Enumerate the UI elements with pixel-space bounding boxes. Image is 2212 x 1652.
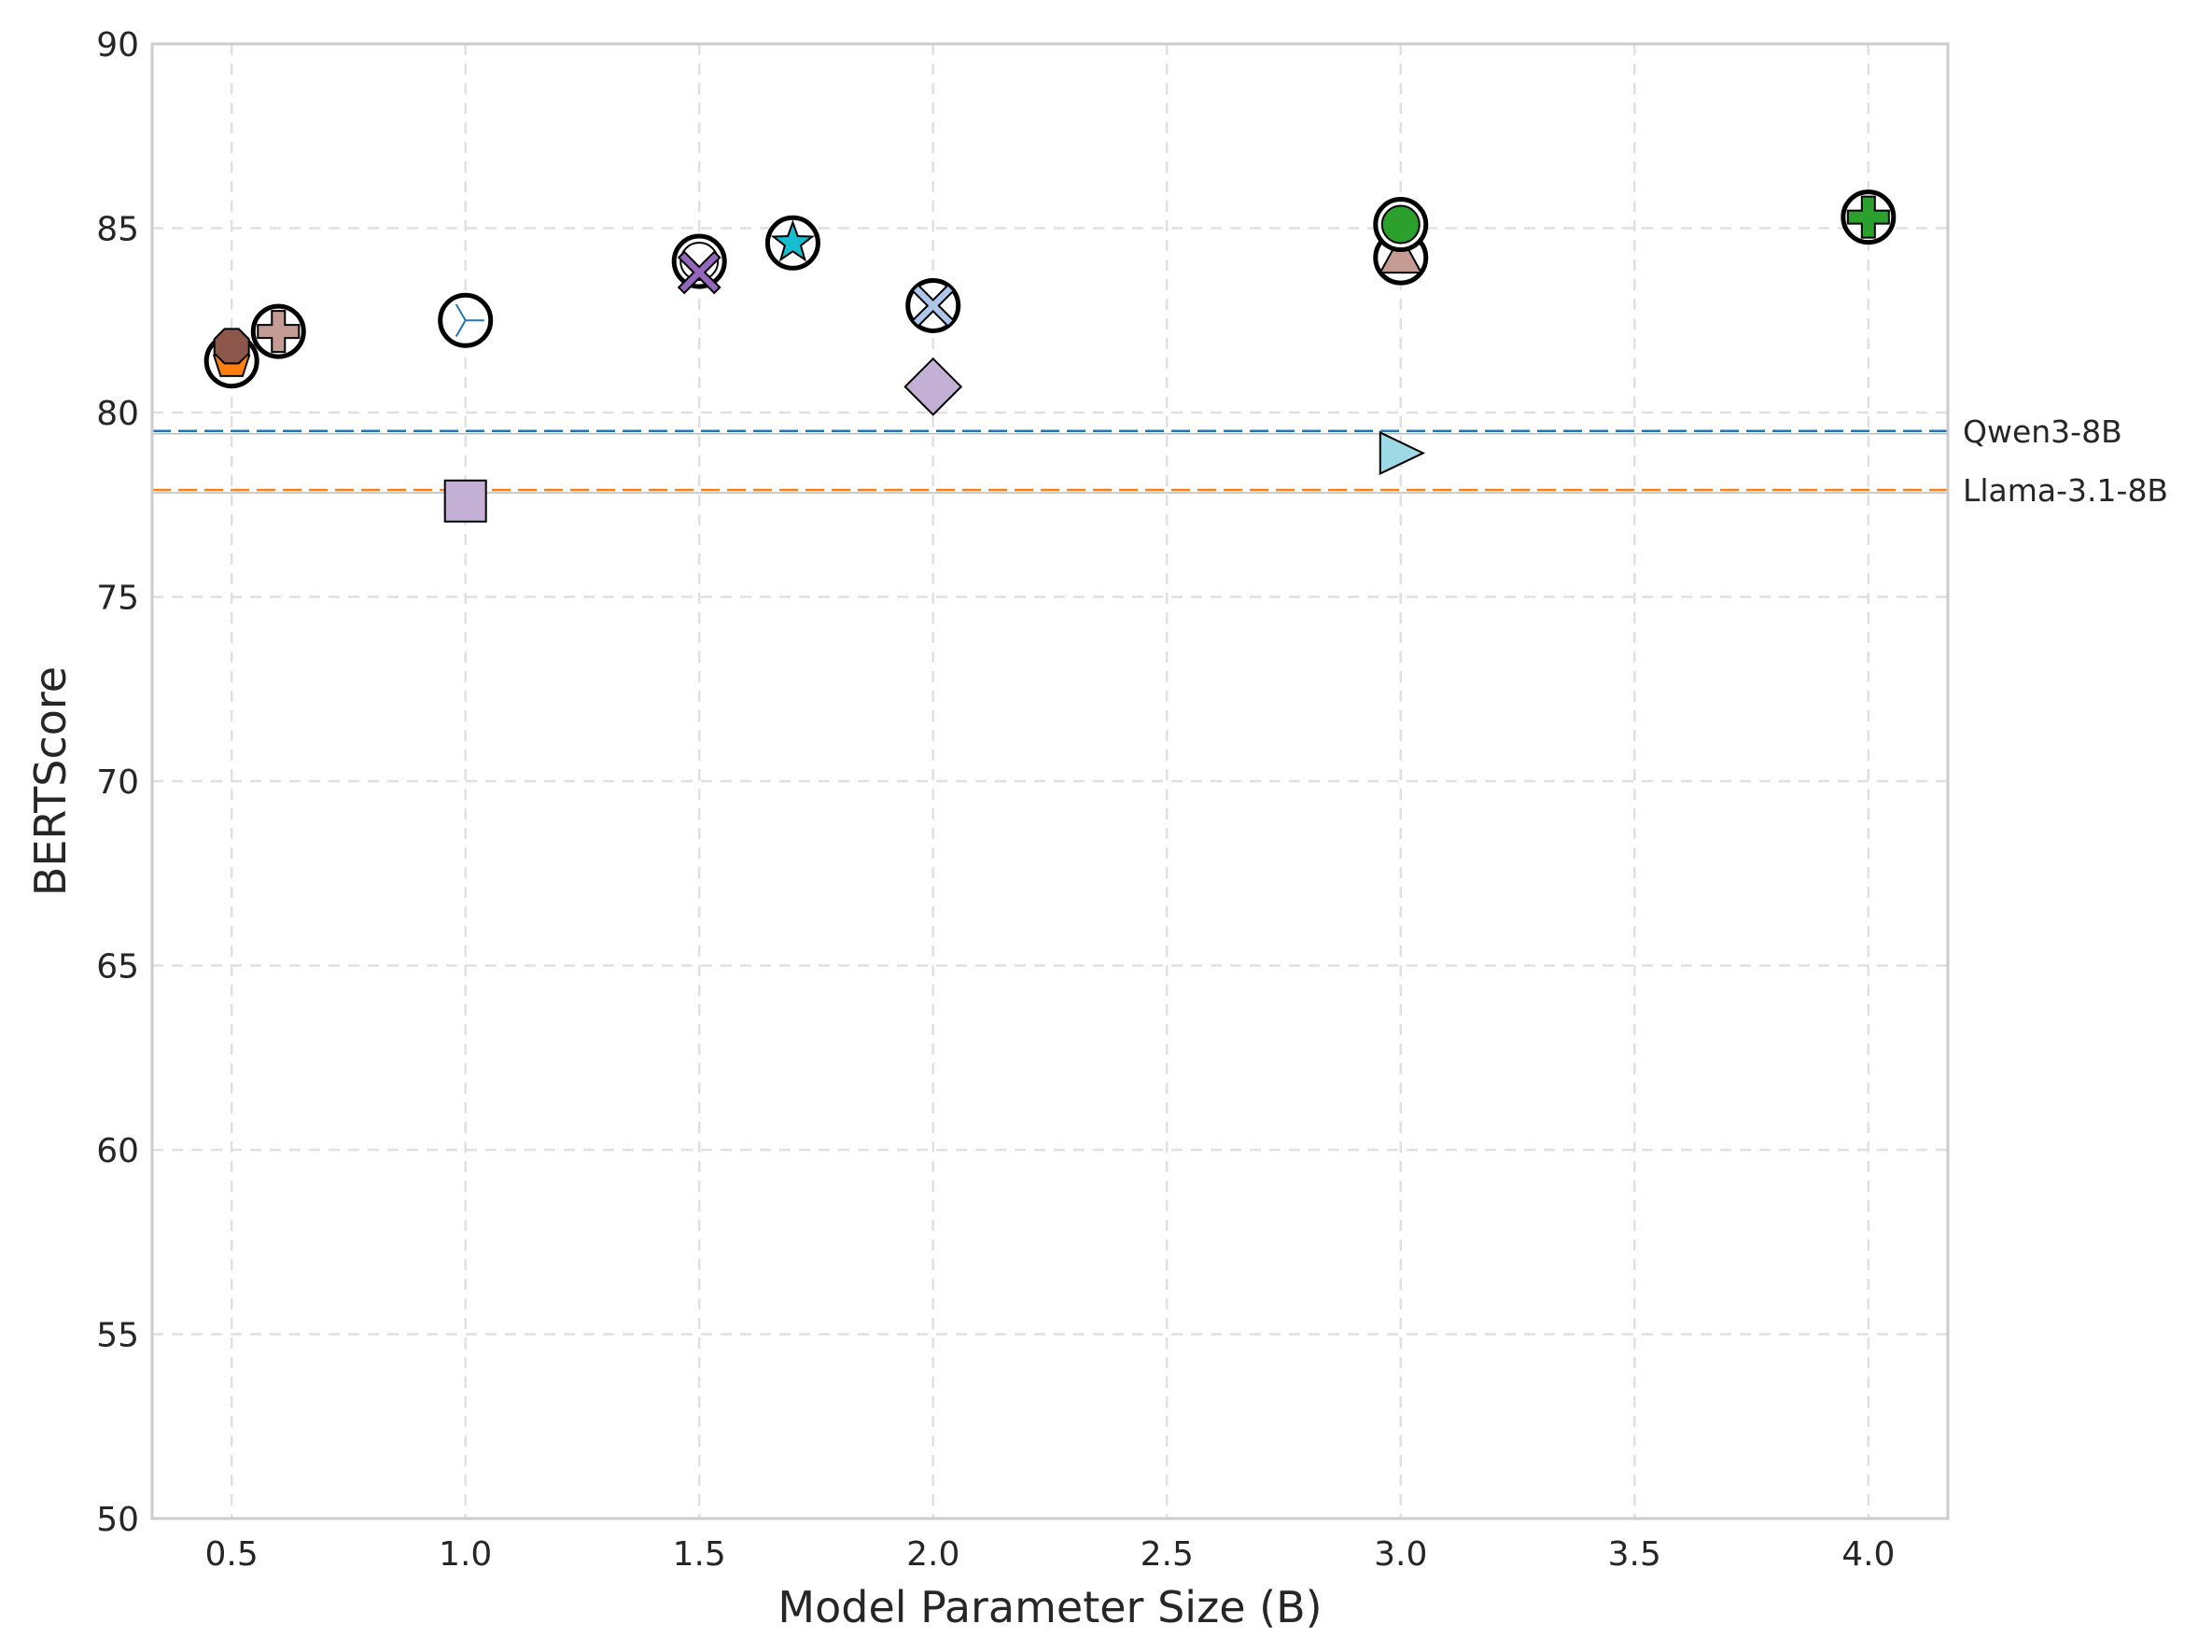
tri-marker-arm [455,319,467,338]
x-tick-label: 1.5 [673,1535,726,1574]
x-tick-label: 3.5 [1608,1535,1661,1574]
data-point [677,250,721,295]
y-axis-title: BERTScore [25,666,76,896]
y-tick-label: 80 [96,395,139,433]
y-tick-label: 90 [96,26,139,64]
data-point [903,357,963,416]
x-marker [677,250,721,295]
x-tick-label: 0.5 [205,1535,259,1574]
diamond-marker [903,357,963,416]
data-point [764,215,820,271]
y-tick-label: 55 [96,1317,139,1355]
reference-line-label: Qwen3-8B [1963,413,2122,450]
circle-marker [679,242,720,282]
triangle-up-marker [1379,233,1423,274]
data-points [203,189,1897,523]
tri-marker-arm [455,303,467,321]
x-tick-label: 3.0 [1374,1535,1427,1574]
data-point [1841,189,1897,245]
data-point [1379,430,1426,476]
y-tick-label: 75 [96,580,139,618]
circle-marker [1380,204,1421,245]
octagon-marker [213,328,250,365]
reference-line-label: Llama-3.1-8B [1963,472,2168,509]
x-tick-label: 4.0 [1841,1535,1895,1574]
x-marker [911,284,956,328]
data-point [250,303,306,359]
plus-marker [1846,195,1890,239]
y-tick-label: 60 [96,1132,139,1170]
x-tick-label: 2.5 [1141,1535,1194,1574]
y-tick-label: 85 [96,211,139,249]
data-point [438,292,494,348]
square-marker [443,479,487,523]
y-tick-label: 65 [96,948,139,987]
tick-labels: 0.5 1.0 1.5 2.0 2.5 3.0 3.5 4.0 50 55 60 65 70 75 80 85… [96,26,1895,1574]
x-tick-label: 2.0 [906,1535,959,1574]
x-axis-title: Model Parameter Size (B) [777,1582,1322,1632]
x-tick-label: 1.0 [439,1535,492,1574]
y-tick-label: 50 [96,1501,139,1539]
triangle-right-marker [1379,430,1426,476]
star-marker [770,219,816,262]
data-point [213,328,250,365]
plus-marker [257,310,301,354]
data-point [1373,197,1429,253]
data-point [443,479,487,523]
data-point [671,233,727,289]
plot-frame [150,42,1950,1520]
data-point [905,277,961,333]
y-tick-label: 70 [96,763,139,802]
